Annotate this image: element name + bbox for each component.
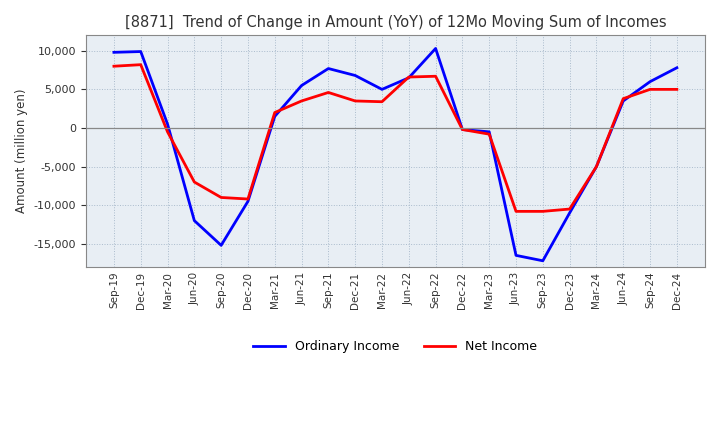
Y-axis label: Amount (million yen): Amount (million yen) (15, 89, 28, 213)
Ordinary Income (405, 75, 413, 81)
Net Income (512, 209, 521, 214)
Net Income (565, 206, 574, 212)
Ordinary Income (672, 65, 681, 70)
Ordinary Income (136, 49, 145, 54)
Title: [8871]  Trend of Change in Amount (YoY) of 12Mo Moving Sum of Incomes: [8871] Trend of Change in Amount (YoY) o… (125, 15, 666, 30)
Ordinary Income (431, 46, 440, 51)
Ordinary Income (646, 79, 654, 84)
Net Income (619, 96, 628, 101)
Net Income (351, 98, 359, 103)
Ordinary Income (539, 258, 547, 264)
Net Income (458, 127, 467, 132)
Ordinary Income (378, 87, 387, 92)
Legend: Ordinary Income, Net Income: Ordinary Income, Net Income (248, 335, 542, 358)
Ordinary Income (109, 50, 118, 55)
Net Income (271, 110, 279, 115)
Line: Ordinary Income: Ordinary Income (114, 48, 677, 261)
Net Income (592, 164, 600, 169)
Net Income (243, 196, 252, 202)
Ordinary Income (324, 66, 333, 71)
Ordinary Income (297, 83, 306, 88)
Ordinary Income (243, 199, 252, 204)
Net Income (297, 98, 306, 103)
Ordinary Income (485, 129, 493, 135)
Ordinary Income (512, 253, 521, 258)
Ordinary Income (351, 73, 359, 78)
Net Income (163, 129, 172, 135)
Net Income (109, 63, 118, 69)
Net Income (646, 87, 654, 92)
Net Income (672, 87, 681, 92)
Ordinary Income (619, 98, 628, 103)
Ordinary Income (271, 114, 279, 119)
Net Income (405, 74, 413, 80)
Net Income (136, 62, 145, 67)
Ordinary Income (190, 218, 199, 223)
Net Income (431, 73, 440, 79)
Ordinary Income (565, 210, 574, 216)
Ordinary Income (217, 243, 225, 248)
Net Income (217, 195, 225, 200)
Ordinary Income (592, 164, 600, 169)
Net Income (539, 209, 547, 214)
Net Income (324, 90, 333, 95)
Net Income (190, 180, 199, 185)
Ordinary Income (163, 121, 172, 127)
Net Income (485, 132, 493, 137)
Ordinary Income (458, 127, 467, 132)
Line: Net Income: Net Income (114, 65, 677, 211)
Net Income (378, 99, 387, 104)
